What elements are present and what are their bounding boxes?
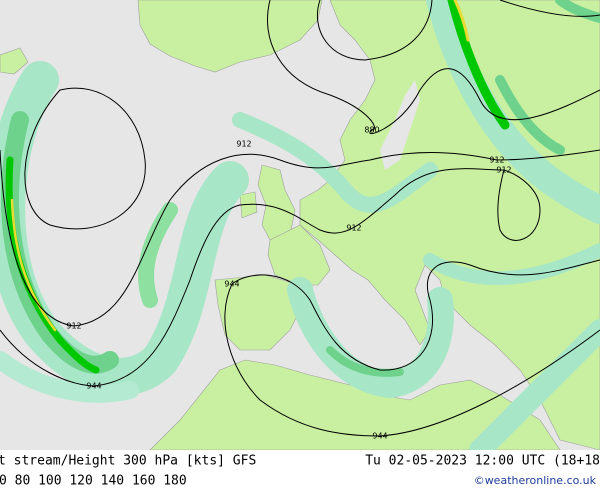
- legend-label: 100: [38, 474, 61, 489]
- legend: 0 80 100 120 140 160 180: [0, 474, 187, 489]
- baltic: [380, 80, 420, 170]
- footer: t stream/Height 300 hPa [kts] GFS Tu 02-…: [0, 450, 600, 490]
- contour-label: 912: [66, 322, 81, 331]
- footer-datetime: Tu 02-05-2023 12:00 UTC (18+18: [365, 454, 600, 469]
- legend-label: 160: [132, 474, 155, 489]
- height-contours: [0, 0, 600, 437]
- footer-title: t stream/Height 300 hPa [kts] GFS: [0, 454, 256, 469]
- greenland: [137, 0, 323, 73]
- credit: ©weatheronline.co.uk: [474, 474, 597, 487]
- france: [267, 224, 331, 286]
- contour-label: 912: [489, 156, 504, 165]
- legend-label: 180: [163, 474, 186, 489]
- legend-label: 80: [15, 474, 31, 489]
- legend-label: 0: [0, 474, 7, 489]
- contour-label: 912: [496, 166, 511, 175]
- legend-label: 120: [69, 474, 92, 489]
- contour-label: 944: [224, 280, 239, 289]
- jet-stream: [0, 0, 600, 461]
- ireland: [239, 191, 258, 219]
- map: 880 912 912 912 912 912 944 944 944: [0, 0, 600, 461]
- contour-labels: 880 912 912 912 912 912 944 944 944: [66, 126, 511, 441]
- contour-label: 944: [86, 382, 101, 391]
- footer-background: [0, 450, 600, 490]
- contour-label: 944: [372, 432, 387, 441]
- iberia: [214, 274, 306, 351]
- legend-label: 140: [101, 474, 124, 489]
- contour-label: 912: [346, 224, 361, 233]
- contour-label: 880: [364, 126, 379, 135]
- iceland: [0, 47, 29, 75]
- contour-label: 912: [236, 140, 251, 149]
